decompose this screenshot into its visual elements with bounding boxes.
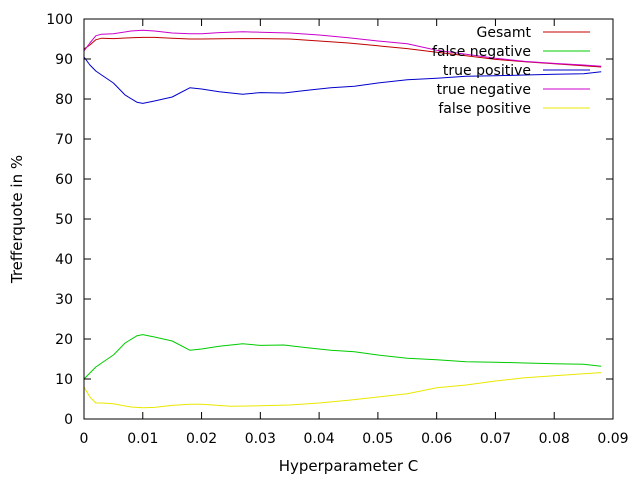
y-tick-label: 60 [55, 172, 73, 188]
y-tick-label: 90 [55, 52, 73, 68]
y-tick-label: 70 [55, 132, 73, 148]
x-tick-label: 0.04 [304, 431, 335, 447]
y-tick-label: 100 [46, 12, 73, 28]
x-tick-label: 0.08 [539, 431, 570, 447]
plot-frame [83, 18, 614, 420]
y-tick-label: 10 [55, 372, 73, 388]
x-tick-label: 0 [80, 431, 89, 447]
plot-lines [83, 29, 602, 409]
legend-label-false-negative: false negative [432, 44, 531, 60]
x-axis-label: Hyperparameter C [279, 457, 419, 475]
y-tick-label: 30 [55, 292, 73, 308]
series-line-true-positive [83, 56, 602, 104]
legend-label-true-negative: true negative [437, 82, 531, 98]
tick-labels: 0 10 20 30 40 50 60 70 80 90 100 0 0.01 0.02 0.03 0.04 0… [46, 12, 628, 447]
y-tick-label: 50 [55, 212, 73, 228]
y-tick-label: 40 [55, 252, 73, 268]
series-line-true-negative [83, 29, 602, 67]
series-line-gesamt [83, 36, 602, 68]
series-line-false-negative [83, 334, 602, 380]
axis-ticks [83, 18, 614, 420]
x-tick-label: 0.05 [362, 431, 393, 447]
legend-label-false-positive: false positive [438, 101, 531, 117]
legend-label-gesamt: Gesamt [477, 25, 532, 41]
y-tick-label: 0 [64, 412, 73, 428]
y-axis-label: Trefferquote in % [8, 155, 26, 284]
series-line-false-positive [83, 372, 602, 409]
y-tick-label: 20 [55, 332, 73, 348]
x-tick-label: 0.01 [127, 431, 158, 447]
y-tick-label: 80 [55, 92, 73, 108]
x-tick-label: 0.06 [421, 431, 452, 447]
legend: Gesamt false negative true positive true ne… [432, 25, 590, 117]
x-tick-label: 0.07 [480, 431, 511, 447]
x-tick-label: 0.02 [186, 431, 217, 447]
legend-label-true-positive: true positive [443, 63, 531, 79]
x-tick-label: 0.03 [245, 431, 276, 447]
x-tick-label: 0.09 [597, 431, 628, 447]
